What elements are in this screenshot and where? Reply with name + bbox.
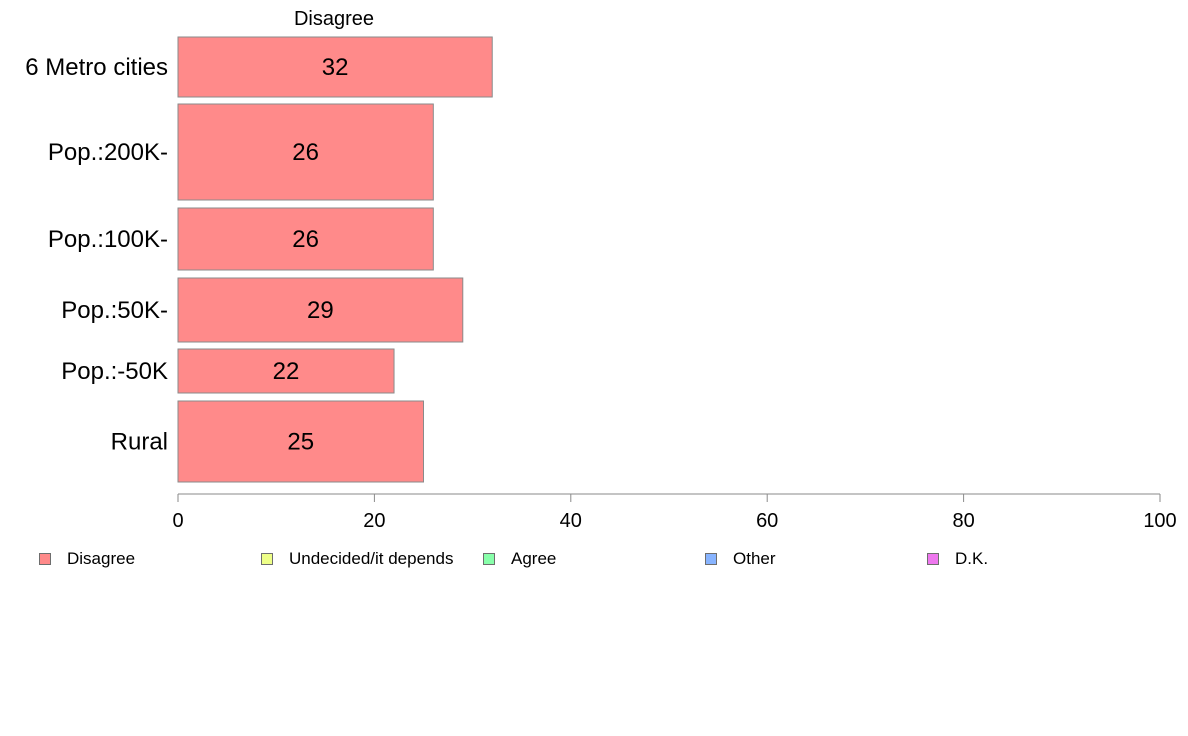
bar: [177, 348, 395, 394]
category-label: Pop.:100K-: [48, 226, 168, 253]
category-label: 6 Metro cities: [25, 54, 168, 81]
bar: [177, 207, 434, 271]
bar: [177, 103, 434, 201]
category-label: Rural: [111, 429, 168, 456]
legend-swatch-other: [705, 553, 717, 565]
legend-label: Undecided/it depends: [289, 549, 454, 568]
legend-swatch-undecided: [261, 553, 273, 565]
category-label: Pop.:50K-: [61, 297, 168, 324]
bar: [177, 36, 493, 98]
legend-item-undecided: Undecided/it depends: [261, 549, 453, 569]
legend-item-other: Other: [705, 549, 776, 569]
bar: [177, 400, 424, 483]
x-tick-label: 60: [756, 510, 778, 532]
data-label: 29: [307, 297, 334, 324]
category-label: Pop.:-50K: [61, 358, 168, 385]
bar: [177, 277, 464, 343]
legend-label: Other: [733, 549, 776, 568]
chart: Disagree 6 Metro cities 32 Pop.:200K- 26 Pop…: [25, 8, 1176, 532]
data-label: 22: [273, 358, 300, 385]
legend-item-dk: D.K.: [927, 549, 988, 569]
legend-swatch-dk: [927, 553, 939, 565]
legend-label: Agree: [511, 549, 557, 568]
data-label: 26: [292, 139, 319, 166]
data-label: 32: [322, 54, 349, 81]
chart-title: Disagree: [294, 8, 374, 30]
data-label: 26: [292, 226, 319, 253]
x-tick-label: 0: [172, 510, 183, 532]
legend-item-disagree: Disagree: [39, 549, 135, 569]
legend-label: D.K.: [955, 549, 989, 568]
legend: Disagree Undecided/it depends Agree Othe…: [0, 549, 1188, 569]
legend-swatch-agree: [483, 553, 495, 565]
legend-item-agree: Agree: [483, 549, 556, 569]
x-tick-label: 20: [363, 510, 385, 532]
x-tick-label: 80: [952, 510, 974, 532]
x-tick-label: 100: [1143, 510, 1176, 532]
category-label: Pop.:200K-: [48, 139, 168, 166]
legend-label: Disagree: [67, 549, 136, 568]
data-label: 25: [287, 429, 314, 456]
x-tick-label: 40: [560, 510, 582, 532]
legend-swatch-disagree: [39, 553, 51, 565]
